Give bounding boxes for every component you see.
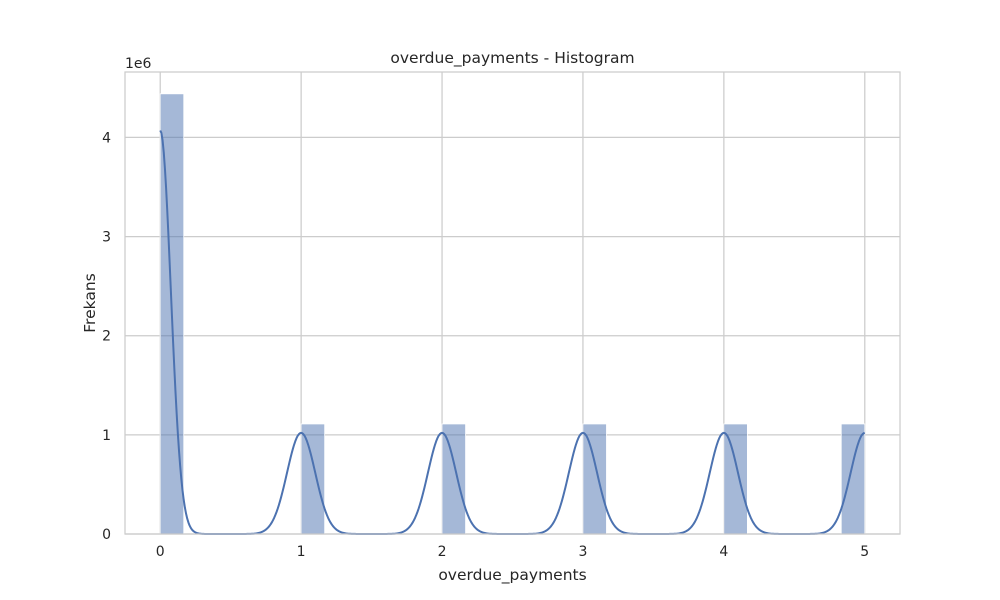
- histogram-bar: [441, 423, 466, 535]
- y-offset-label: 1e6: [125, 56, 152, 72]
- x-tick-label: 1: [297, 544, 306, 560]
- plot-frame: [124, 71, 901, 535]
- x-tick-labels: 0 1 2 3 4 5: [156, 544, 869, 560]
- x-tick-label: 2: [438, 544, 447, 560]
- x-tick-label: 4: [719, 544, 728, 560]
- x-tick-label: 3: [578, 544, 587, 560]
- grid-layer: [125, 72, 900, 535]
- chart-title: overdue_payments - Histogram: [390, 49, 634, 68]
- kde-line: [159, 130, 866, 535]
- histogram-bar: [723, 423, 748, 535]
- kde-layer: [159, 130, 866, 535]
- y-axis-label: Frekans: [81, 273, 99, 332]
- y-tick-label: 4: [102, 130, 111, 146]
- y-tick-label: 2: [102, 329, 111, 345]
- x-tick-label: 5: [860, 544, 869, 560]
- y-tick-labels: 0 1 2 3 4: [102, 130, 111, 543]
- y-tick-label: 0: [102, 527, 111, 543]
- bars-layer: [159, 93, 866, 535]
- x-tick-label: 0: [156, 544, 165, 560]
- histogram-bar: [582, 423, 607, 535]
- x-axis-label: overdue_payments: [438, 566, 586, 585]
- histogram-bar: [300, 423, 326, 535]
- y-tick-label: 1: [102, 428, 111, 444]
- histogram-bar: [840, 423, 866, 535]
- y-tick-label: 3: [102, 230, 111, 246]
